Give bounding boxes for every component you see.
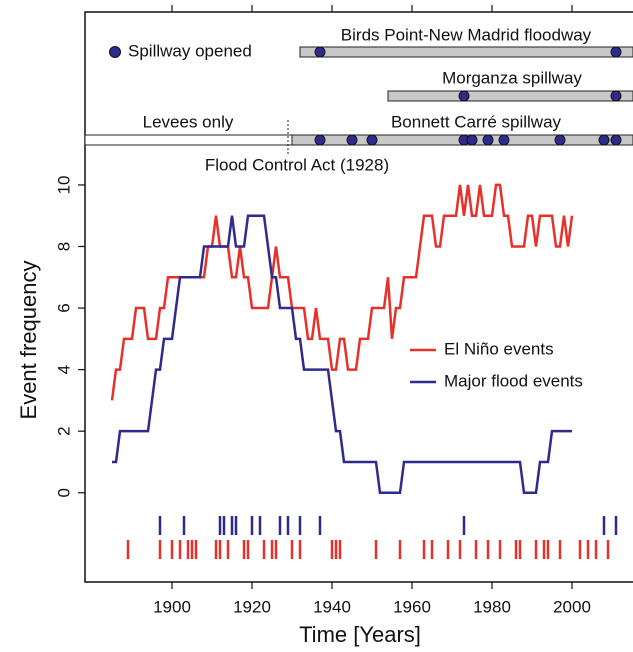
legend-label: El Niño events xyxy=(444,339,554,358)
y-tick-label: 8 xyxy=(54,242,73,251)
x-tick-label: 2000 xyxy=(553,597,591,616)
act-label: Flood Control Act (1928) xyxy=(205,155,389,174)
levees-bar xyxy=(84,134,293,146)
x-tick-label: 1980 xyxy=(473,597,511,616)
axis-frame xyxy=(84,11,633,583)
opening-dot xyxy=(498,134,510,146)
opening-dot xyxy=(458,90,470,102)
y-tick-label: 4 xyxy=(54,365,73,374)
legend-dot xyxy=(109,46,121,58)
opening-dot xyxy=(610,90,622,102)
opening-dot xyxy=(314,46,326,58)
opening-dot xyxy=(366,134,378,146)
spillway-label: Morganza spillway xyxy=(442,68,582,87)
spillway-label: Bonnett Carré spillway xyxy=(391,112,562,131)
x-tick-label: 1920 xyxy=(233,597,271,616)
opening-dot xyxy=(610,46,622,58)
opening-dot xyxy=(610,134,622,146)
opening-dot xyxy=(466,134,478,146)
spillway-label: Birds Point-New Madrid floodway xyxy=(341,25,592,44)
opening-dot xyxy=(346,134,358,146)
y-tick-label: 0 xyxy=(54,488,73,497)
legend-label: Spillway opened xyxy=(128,41,252,60)
spillway-bar xyxy=(387,90,633,102)
y-tick-label: 10 xyxy=(54,175,73,194)
x-axis-label: Time [Years] xyxy=(299,622,421,647)
opening-dot xyxy=(554,134,566,146)
opening-dot xyxy=(482,134,494,146)
x-tick-label: 1940 xyxy=(313,597,351,616)
legend-label: Major flood events xyxy=(444,371,583,390)
y-tick-label: 2 xyxy=(54,426,73,435)
opening-dot xyxy=(314,134,326,146)
opening-dot xyxy=(598,134,610,146)
spillway-bar xyxy=(299,46,633,58)
y-tick-label: 6 xyxy=(54,303,73,312)
x-tick-label: 1960 xyxy=(393,597,431,616)
y-axis-label: Event frequency xyxy=(16,261,41,420)
series-line xyxy=(110,183,574,401)
levees-label: Levees only xyxy=(143,112,234,131)
series-line xyxy=(112,214,572,494)
x-tick-label: 1900 xyxy=(153,597,191,616)
